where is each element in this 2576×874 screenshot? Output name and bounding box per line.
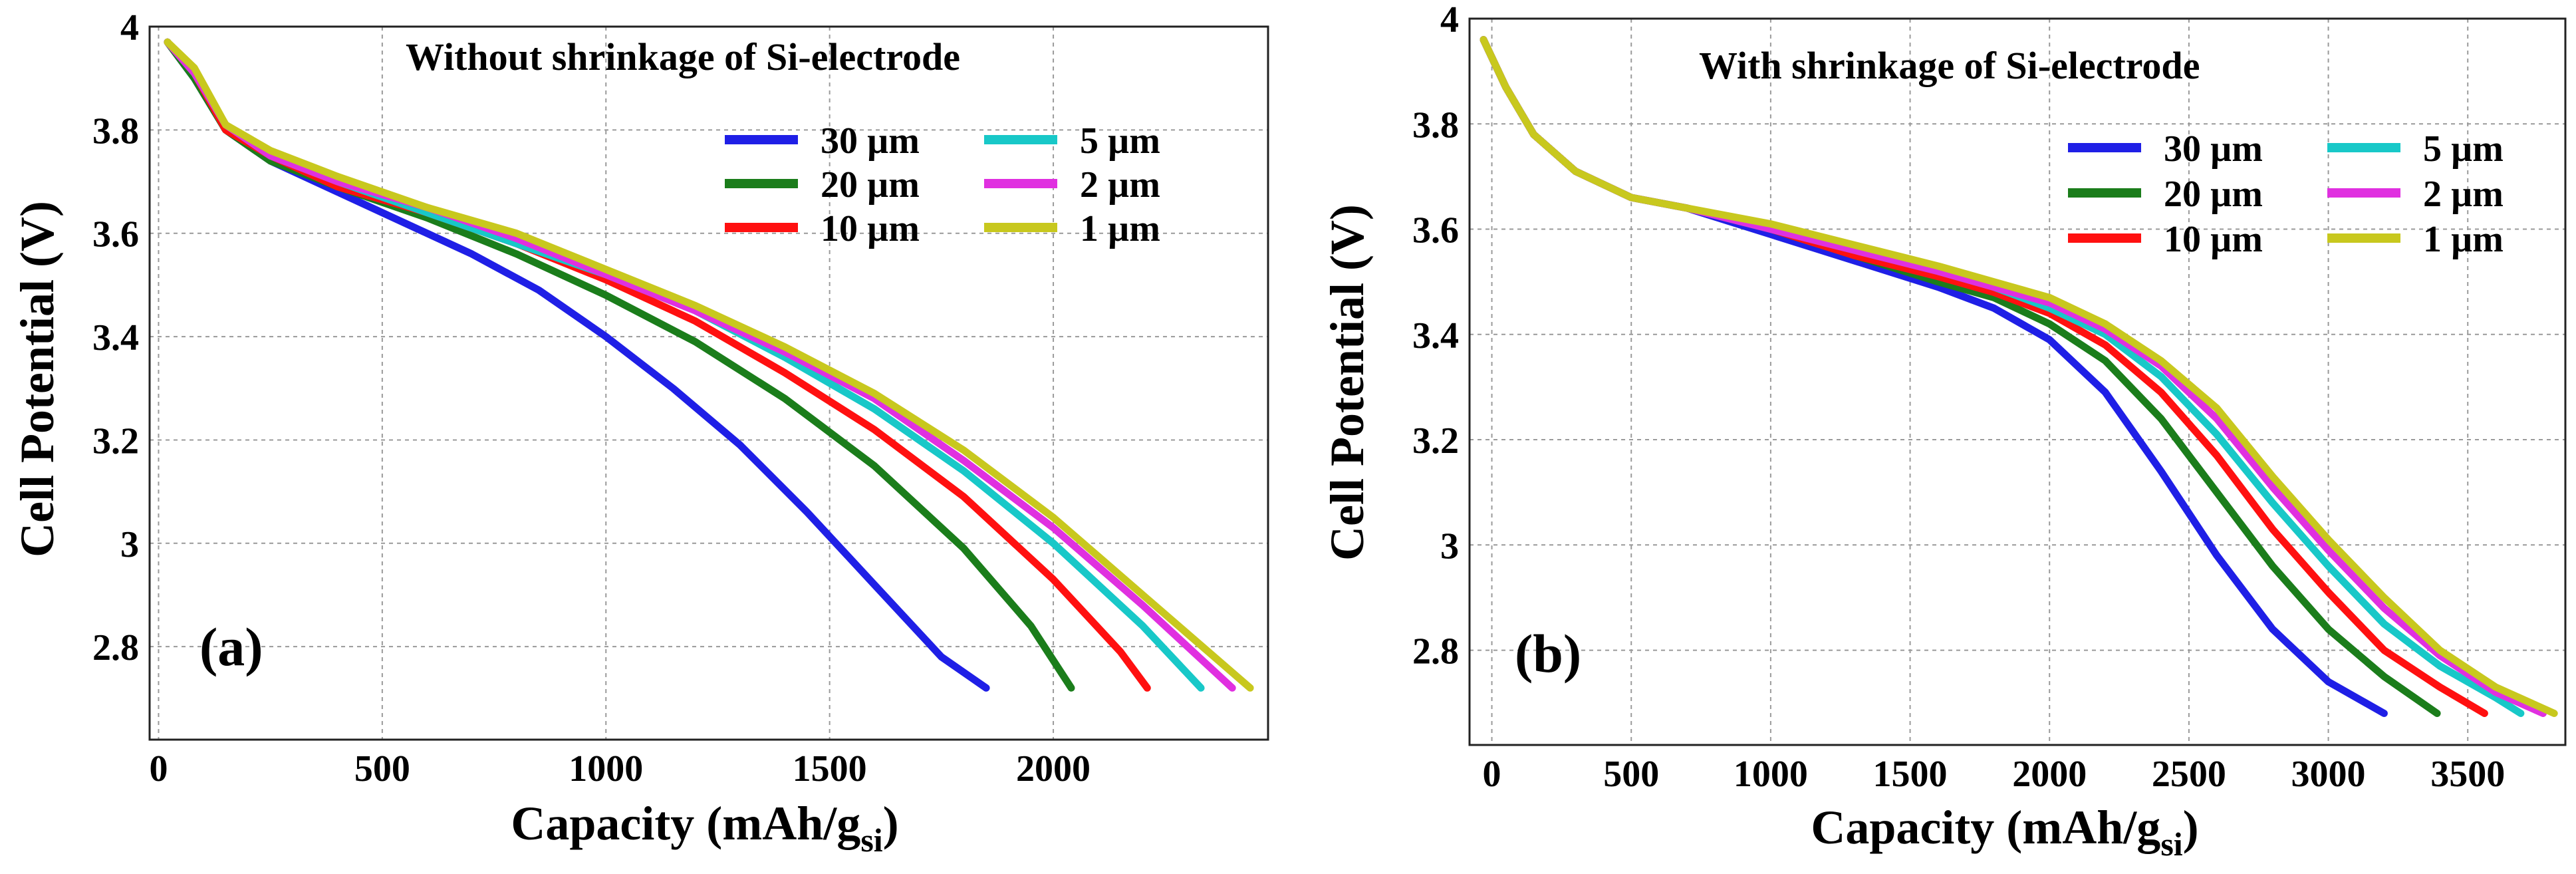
y-tick-label: 3.2 (92, 420, 139, 462)
panel-a-panel-label: (a) (199, 617, 263, 677)
x-tick-label: 1000 (569, 748, 643, 790)
series-line (164, 38, 1254, 692)
x-tick-label: 0 (1483, 754, 1501, 795)
x-tick-label: 3000 (2291, 754, 2366, 795)
y-tick-label: 3.8 (1412, 104, 1459, 146)
legend-label: 20 µm (821, 164, 920, 206)
series-line (1480, 36, 2525, 717)
y-tick-label: 4 (1440, 0, 1459, 41)
panel-a-y-tick-labels: 2.8 3 3.2 3.4 3.6 3.8 4 (92, 7, 139, 668)
legend-label: 10 µm (821, 208, 920, 249)
panel-a-series-group (164, 38, 1254, 692)
legend-label: 20 µm (2164, 174, 2263, 215)
panel-b-x-tick-labels: 0 500 1000 1500 2000 2500 3000 3500 (1483, 754, 2506, 795)
panel-b-plot-frame (1468, 17, 2567, 746)
panel-b-y-axis-label: Cell Potential (V) (1321, 204, 1374, 561)
x-tick-label: 500 (354, 748, 410, 790)
x-tick-label: 3500 (2430, 754, 2505, 795)
legend-label: 30 µm (821, 120, 920, 162)
panel-b-panel-label: (b) (1515, 623, 1581, 684)
legend-label: 1 µm (1080, 208, 1160, 249)
legend-label: 5 µm (2423, 128, 2504, 170)
x-tick-label: 1500 (793, 748, 867, 790)
y-tick-label: 4 (120, 7, 139, 49)
y-tick-label: 3.6 (92, 214, 139, 255)
panel-b-title: With shrinkage of Si-electrode (1699, 44, 2200, 87)
legend-label: 5 µm (1080, 120, 1160, 162)
panel-b-y-tick-labels: 2.8 3 3.2 3.4 3.6 3.8 4 (1412, 0, 1459, 672)
y-tick-label: 3 (1440, 525, 1459, 567)
panel-a-plot-frame (148, 25, 1269, 741)
y-tick-label: 3.6 (1412, 210, 1459, 251)
legend-label: 10 µm (2164, 219, 2263, 260)
legend-label: 1 µm (2423, 219, 2504, 260)
y-tick-label: 3.4 (1412, 315, 1459, 357)
series-line (1480, 36, 2441, 717)
series-line (1480, 36, 2488, 717)
y-tick-label: 2.8 (92, 627, 139, 668)
series-line (164, 38, 1236, 692)
y-tick-label: 3 (120, 524, 139, 565)
panel-b-chart: 0 500 1000 1500 2000 2500 3000 3500 2.8 3 3.2 3.4 3… (1321, 0, 2567, 863)
y-tick-label: 3.8 (92, 110, 139, 152)
legend-label: 2 µm (2423, 174, 2504, 215)
y-tick-label: 3.2 (1412, 420, 1459, 462)
panel-a-chart: 0 500 1000 1500 2000 2.8 3 3.2 3.4 3.6 3.8 4 Witho… (11, 7, 1269, 859)
x-tick-label: 2500 (2152, 754, 2226, 795)
legend-label: 30 µm (2164, 128, 2263, 170)
panel-b-x-axis-label: Capacity (mAh/gsi) (1811, 801, 2198, 863)
panel-a-y-axis-label: Cell Potential (V) (11, 201, 64, 557)
x-tick-label: 1500 (1873, 754, 1948, 795)
x-tick-label: 2000 (1016, 748, 1091, 790)
y-tick-label: 2.8 (1412, 631, 1459, 672)
x-tick-label: 2000 (2012, 754, 2087, 795)
y-tick-label: 3.4 (92, 317, 139, 359)
x-tick-label: 500 (1603, 754, 1659, 795)
panel-a-x-axis-label: Capacity (mAh/gsi) (511, 797, 898, 859)
series-line (1480, 36, 2547, 717)
panel-a-title: Without shrinkage of Si-electrode (406, 35, 960, 78)
x-tick-label: 0 (149, 748, 168, 790)
legend-label: 2 µm (1080, 164, 1160, 206)
series-line (164, 38, 1075, 692)
x-tick-label: 1000 (1734, 754, 1808, 795)
series-line (1480, 36, 2558, 717)
panel-a-x-tick-labels: 0 500 1000 1500 2000 (149, 748, 1091, 790)
panel-b-series-group (1480, 36, 2558, 717)
